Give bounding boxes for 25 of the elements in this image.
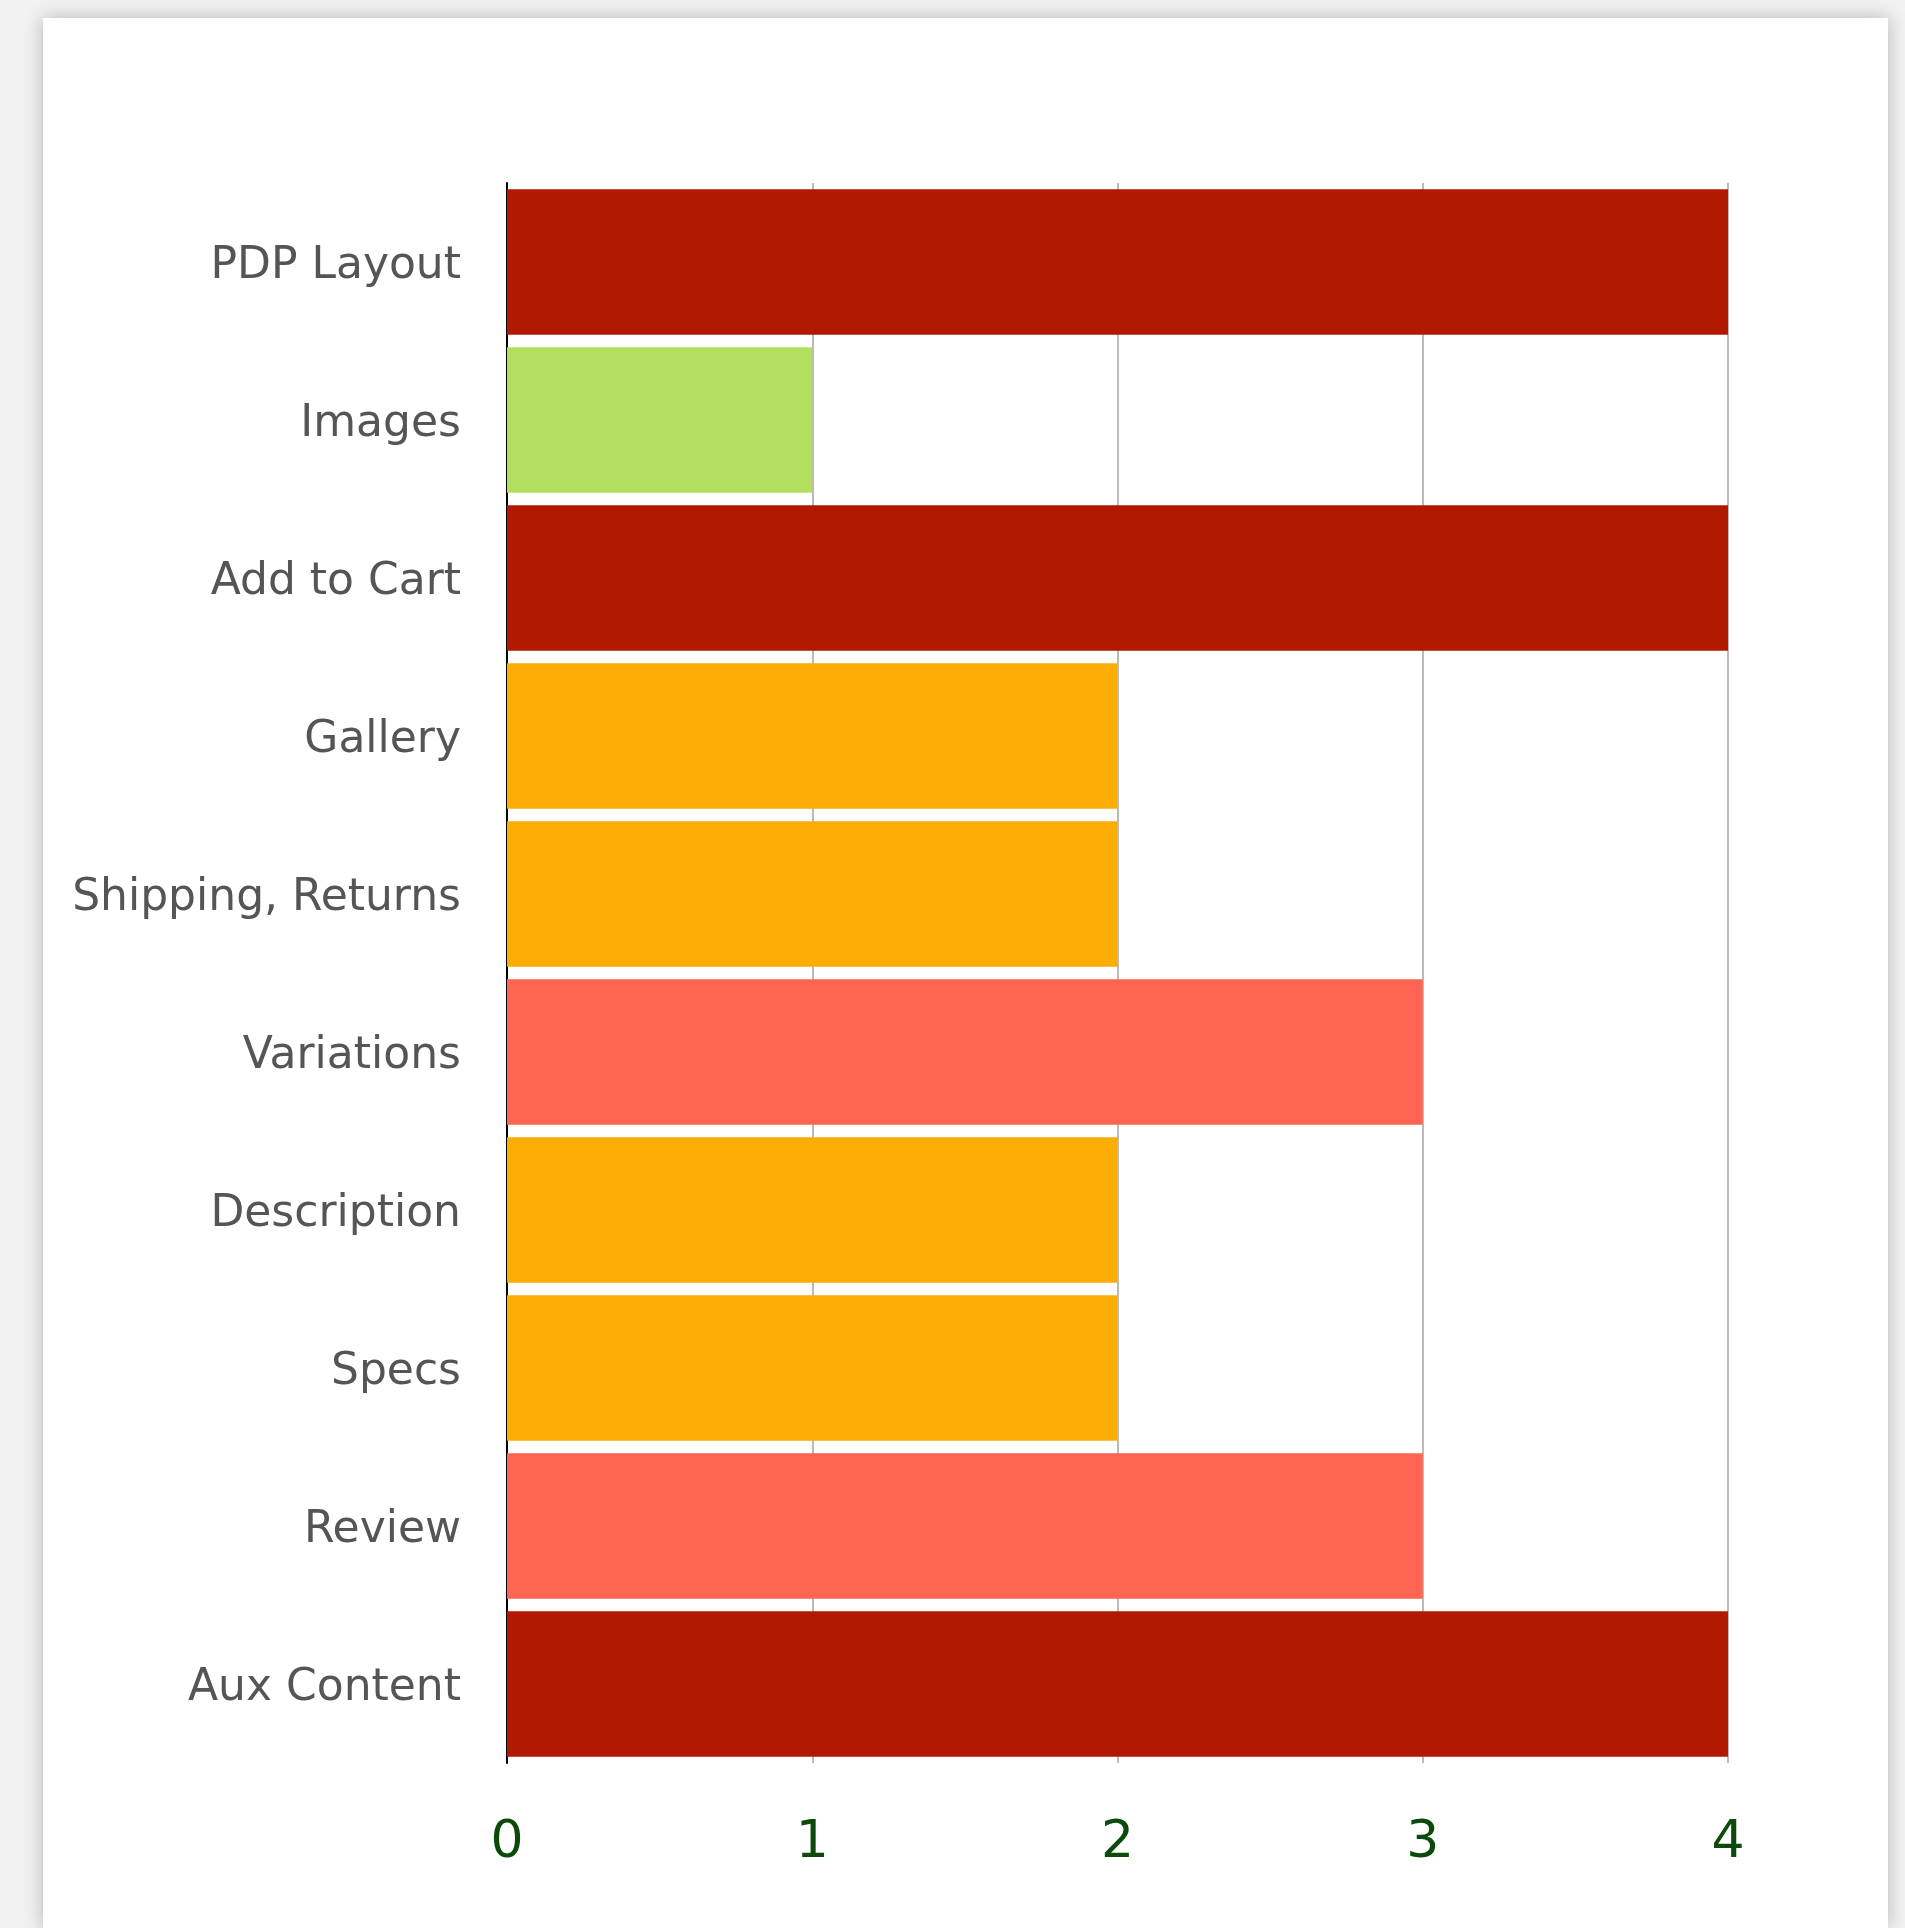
y-tick-label: Specs [330, 1342, 461, 1394]
bar [507, 1611, 1728, 1757]
y-tick-label: Variations [242, 1026, 461, 1078]
bar [507, 821, 1118, 967]
x-tick-label: 3 [1406, 1809, 1440, 1869]
y-tick-label: Description [210, 1184, 461, 1236]
x-tick-label: 1 [795, 1809, 829, 1869]
bar [507, 189, 1728, 335]
bar [507, 1137, 1118, 1283]
bar [507, 1453, 1423, 1599]
y-tick-label: Review [304, 1500, 461, 1552]
y-tick-label: Add to Cart [210, 552, 461, 604]
x-tick-label: 4 [1711, 1809, 1745, 1869]
y-tick-label: Aux Content [187, 1658, 461, 1710]
y-tick-label: PDP Layout [210, 236, 461, 288]
y-tick-label: Images [300, 394, 461, 446]
bar [507, 505, 1728, 651]
x-tick-label: 2 [1100, 1809, 1135, 1869]
bar [507, 663, 1118, 809]
bar [507, 1295, 1118, 1441]
bar [507, 979, 1423, 1125]
y-tick-label: Shipping, Returns [72, 868, 461, 920]
bar [507, 347, 813, 493]
y-tick-label: Gallery [304, 710, 461, 762]
x-tick-label: 0 [490, 1809, 524, 1869]
